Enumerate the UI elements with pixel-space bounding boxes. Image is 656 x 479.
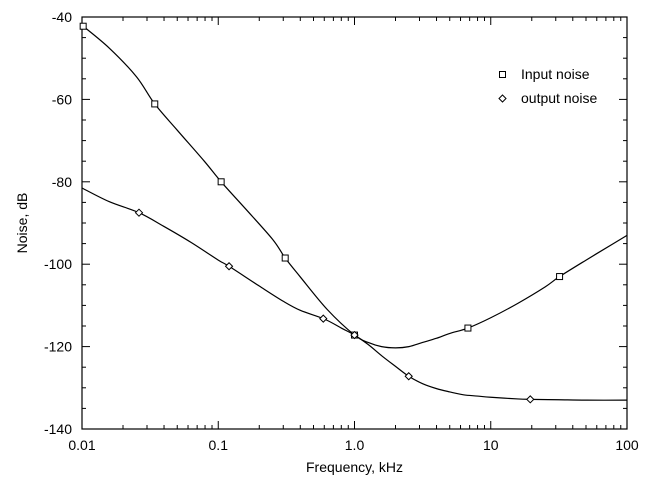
data-point-output-noise [134,208,144,217]
y-tick-label: -100 [44,256,72,272]
data-point-output-noise [350,330,359,340]
y-tick-label: -80 [52,174,72,190]
legend-marker-input-noise [499,71,506,78]
x-tick-label: 10 [483,437,499,453]
data-point-output-noise [404,372,413,381]
legend-label-input-noise: Input noise [521,66,590,82]
y-tick-label: -40 [52,9,72,25]
legend: Input noise output noise [498,66,597,106]
axis-ticks [81,16,627,430]
x-tick-label: 0.1 [209,437,229,453]
series-layer [79,22,628,404]
data-point-input-noise [281,254,289,262]
y-tick-label: -60 [52,91,72,107]
data-point-output-noise [319,314,328,323]
y-axis-title: Noise, dB [14,193,30,254]
y-tick-label: -140 [44,421,72,437]
data-point-output-noise [526,395,535,404]
data-point-input-noise [151,100,159,108]
data-point-input-noise [464,324,472,332]
x-axis-title: Frequency, kHz [306,459,403,475]
data-point-input-noise [556,273,564,281]
x-tick-label: 1.0 [345,437,365,453]
y-tick-label: -120 [44,339,72,355]
legend-label-output-noise: output noise [521,90,597,106]
series-line-input-noise [81,24,628,349]
data-point-output-noise [224,262,234,271]
x-tick-label: 0.01 [68,437,95,453]
legend-marker-output-noise [498,94,507,103]
x-tick-label: 100 [615,437,639,453]
series-line-output-noise [81,187,628,401]
data-point-input-noise [217,178,225,186]
data-point-input-noise [79,22,87,30]
tick-labels: 0.01 0.1 1.0 10 100 -40 -60 -80 -100 -120 -140 [44,9,639,453]
